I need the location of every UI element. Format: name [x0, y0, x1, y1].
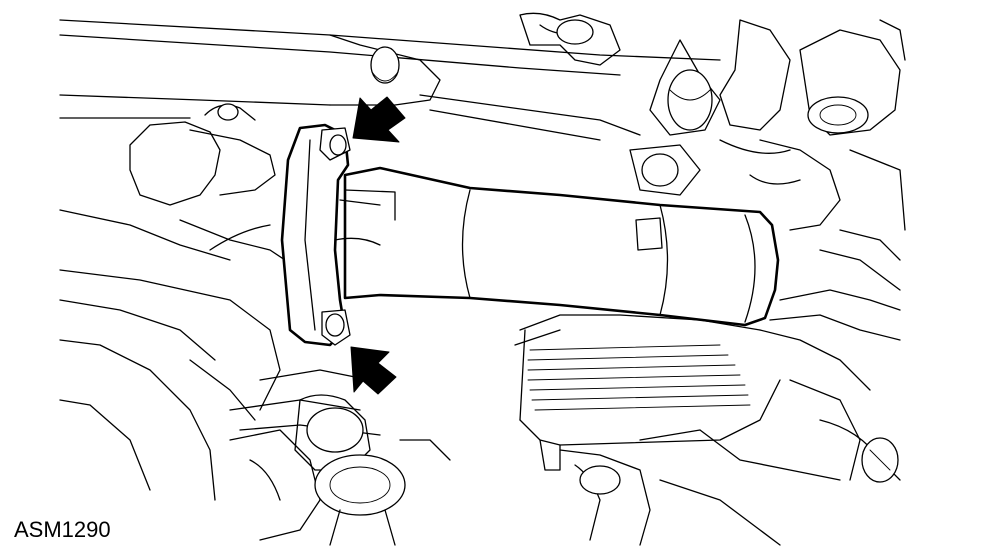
lower-center-components [229, 394, 451, 546]
lower-fastener [321, 309, 351, 346]
upper-fastener [319, 127, 351, 161]
figure-id-label: ASM1290 [14, 517, 111, 542]
right-lower-structure [639, 229, 901, 483]
upper-right-assembly [519, 12, 906, 231]
arrow-pointer-icon [350, 346, 397, 395]
left-mount [59, 103, 301, 271]
upper-crossmember [59, 19, 721, 141]
arrow-pointer-icon [352, 96, 406, 143]
lower-left-structure [59, 269, 381, 501]
cv-boot [514, 314, 871, 546]
intake-tube [280, 123, 780, 347]
